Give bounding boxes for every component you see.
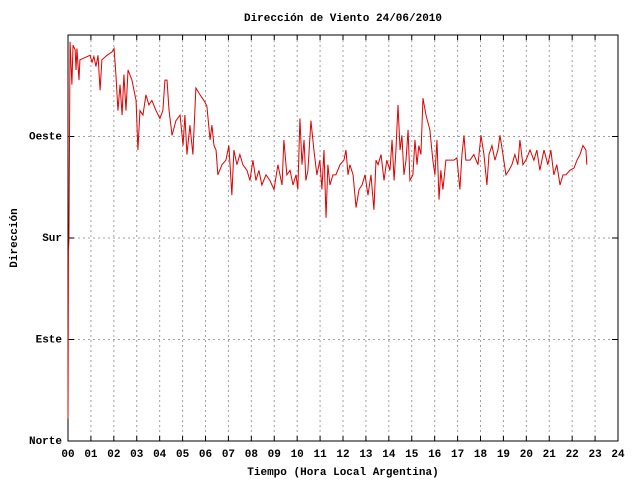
x-tick-label: 14 (382, 449, 396, 461)
x-tick-label: 04 (153, 449, 167, 461)
x-tick-label: 20 (520, 449, 533, 461)
x-tick-label: 12 (336, 449, 349, 461)
x-tick-label: 07 (222, 449, 235, 461)
x-axis-label: Tiempo (Hora Local Argentina) (247, 467, 438, 479)
y-tick-label: Sur (42, 233, 62, 245)
x-tick-label: 11 (313, 449, 327, 461)
x-tick-label: 13 (359, 449, 373, 461)
x-tick-label: 23 (588, 449, 602, 461)
x-tick-label: 09 (268, 449, 281, 461)
chart-title: Dirección de Viento 24/06/2010 (244, 13, 442, 25)
x-tick-label: 08 (245, 449, 259, 461)
data-line (67, 41, 588, 419)
x-tick-label: 18 (474, 449, 488, 461)
x-tick-label: 24 (611, 449, 625, 461)
x-tick-label: 15 (405, 449, 419, 461)
x-tick-label: 17 (451, 449, 464, 461)
x-tick-label: 10 (291, 449, 304, 461)
y-axis-label: Dirección (9, 208, 21, 267)
x-tick-label: 21 (543, 449, 557, 461)
x-tick-label: 05 (176, 449, 190, 461)
plot-frame (67, 34, 619, 442)
x-tick-label: 00 (61, 449, 74, 461)
y-tick-label: Oeste (29, 131, 62, 143)
x-tick-label: 01 (84, 449, 98, 461)
y-tick-label: Norte (29, 436, 62, 448)
x-tick-label: 22 (566, 449, 579, 461)
x-tick-label: 03 (130, 449, 144, 461)
x-tick-label: 19 (497, 449, 510, 461)
x-tick-label: 16 (428, 449, 441, 461)
y-tick-label: Este (36, 334, 63, 346)
x-tick-label: 06 (199, 449, 212, 461)
x-tick-label: 02 (107, 449, 120, 461)
